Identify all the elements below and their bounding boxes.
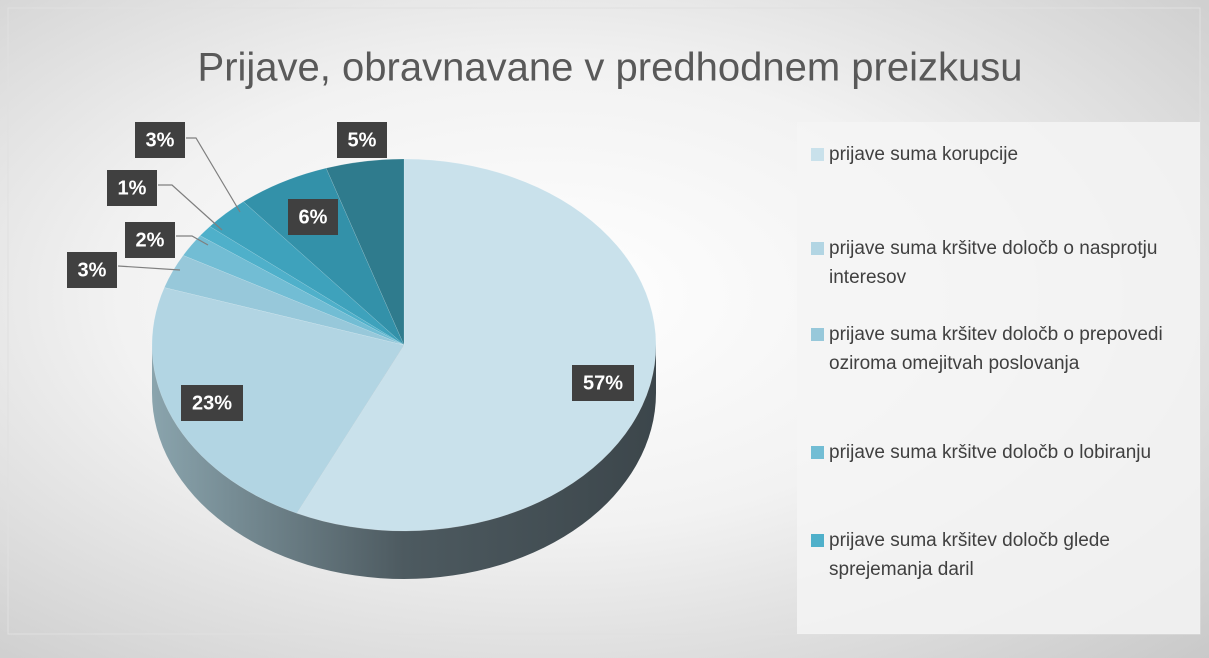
data-label-box: [337, 122, 387, 158]
data-label-box: [125, 222, 175, 258]
data-label: 6%: [299, 206, 328, 228]
data-label-box: [288, 199, 338, 235]
data-label: 3%: [78, 259, 107, 281]
legend-item: prijave suma kršitve določb o lobiranju: [811, 438, 1169, 467]
legend-swatch: [811, 148, 824, 161]
pie-slice: [151, 287, 405, 514]
data-label-box: [181, 385, 243, 421]
legend-swatch: [811, 328, 824, 341]
data-labels: 57% 23% 3% 2% 1% 3% 6% 5%: [67, 122, 634, 421]
pie-slice: [242, 167, 405, 346]
data-label-box: [107, 170, 157, 206]
legend-item: prijave suma korupcije: [811, 140, 1169, 169]
chart-title: Prijave, obravnavane v predhodnem preizk…: [198, 46, 1023, 90]
data-label: 5%: [348, 129, 377, 151]
data-label-box: [67, 252, 117, 288]
legend: prijave suma korupcije prijave suma kršit…: [797, 122, 1200, 634]
frame: [7, 7, 1201, 635]
legend-item: prijave suma kršitve določb o nasprotju …: [811, 234, 1169, 292]
legend-swatch: [811, 242, 824, 255]
data-label: 2%: [136, 229, 165, 251]
legend-swatch: [811, 446, 824, 459]
data-label-box: [572, 365, 634, 401]
pie-slice: [199, 226, 405, 346]
data-label: 1%: [118, 177, 147, 199]
legend-label: prijave suma kršitve določb o nasprotju …: [829, 238, 1158, 288]
data-label: 3%: [146, 129, 175, 151]
data-label: 57%: [583, 372, 623, 394]
leader-lines: [117, 137, 241, 271]
data-label-box: [135, 122, 185, 158]
data-label: 23%: [192, 392, 232, 414]
pie-slice: [296, 158, 657, 532]
legend-item: prijave suma kršitev določb o prepovedi …: [811, 320, 1169, 378]
pie-slice: [182, 235, 405, 346]
legend-label: prijave suma kršitve določb o lobiranju: [829, 442, 1152, 463]
legend-label: prijave suma kršitev določb glede spreje…: [829, 530, 1110, 580]
pie-slice: [325, 158, 405, 346]
pie-slice: [209, 201, 405, 346]
pie-slice: [163, 255, 405, 346]
legend-label: prijave suma kršitev določb o prepovedi …: [829, 324, 1163, 374]
pie: [151, 158, 657, 579]
legend-label: prijave suma korupcije: [829, 144, 1019, 165]
legend-swatch: [811, 534, 824, 547]
legend-item: prijave suma kršitev določb glede spreje…: [811, 526, 1169, 584]
